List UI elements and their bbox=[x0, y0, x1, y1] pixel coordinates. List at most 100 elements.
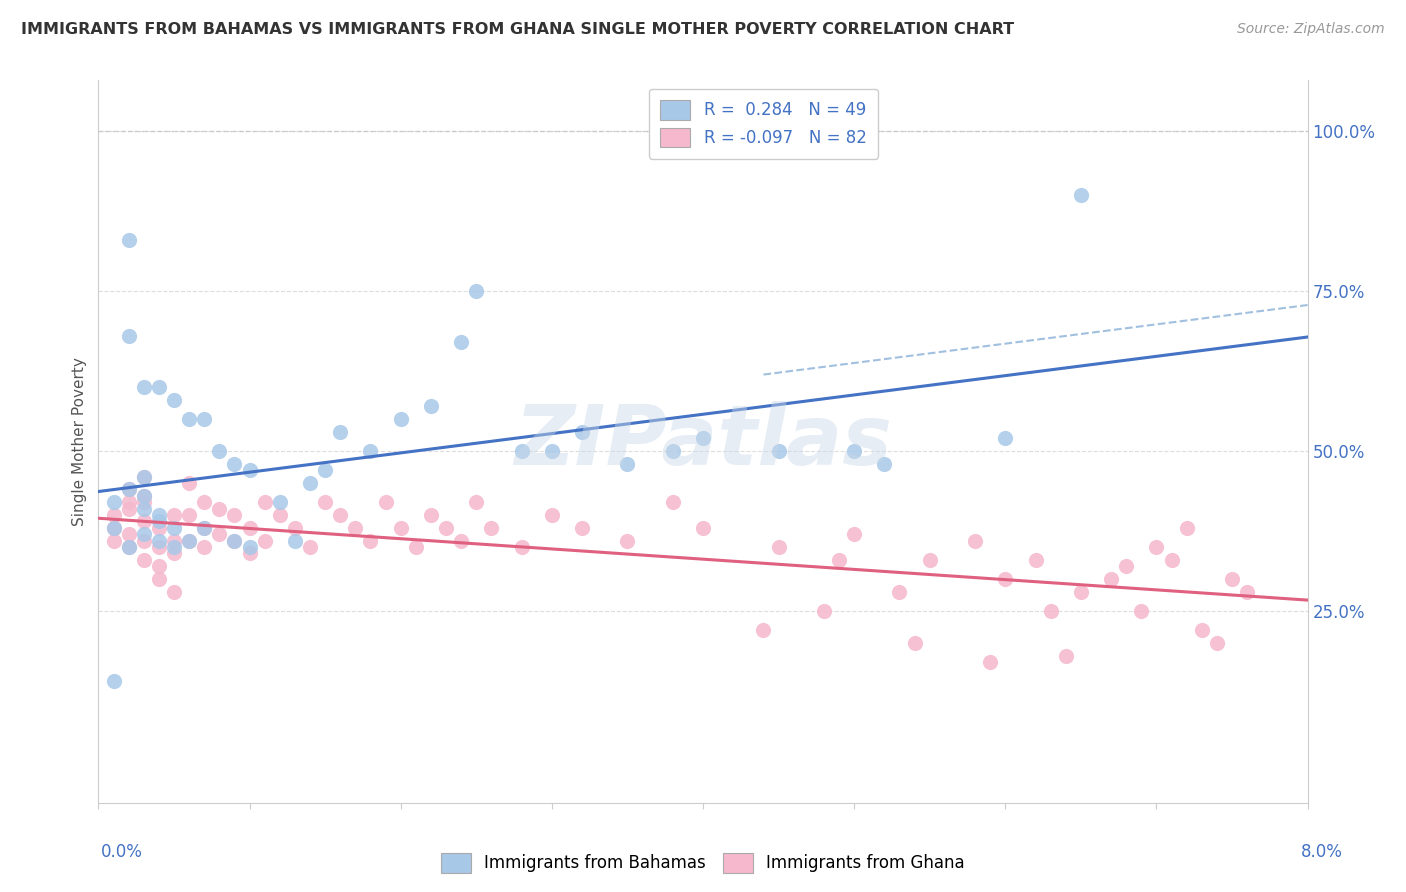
Point bbox=[420, 400, 443, 414]
Point bbox=[360, 533, 382, 548]
Point bbox=[193, 495, 215, 509]
Point bbox=[132, 515, 155, 529]
Point bbox=[918, 553, 941, 567]
Point bbox=[103, 533, 125, 548]
Point bbox=[224, 533, 246, 548]
Point bbox=[103, 508, 125, 522]
Point bbox=[239, 521, 262, 535]
Point bbox=[510, 444, 533, 458]
Point bbox=[148, 515, 170, 529]
Point bbox=[844, 527, 866, 541]
Point bbox=[132, 495, 155, 509]
Point bbox=[450, 335, 472, 350]
Point bbox=[284, 533, 307, 548]
Point bbox=[389, 412, 412, 426]
Point bbox=[103, 674, 125, 689]
Point bbox=[269, 508, 291, 522]
Point bbox=[692, 431, 714, 445]
Point bbox=[148, 533, 170, 548]
Point bbox=[239, 463, 262, 477]
Point bbox=[179, 476, 201, 491]
Text: 0.0%: 0.0% bbox=[101, 843, 143, 861]
Point bbox=[179, 508, 201, 522]
Point bbox=[540, 508, 562, 522]
Point bbox=[239, 546, 262, 560]
Point bbox=[163, 540, 186, 554]
Point bbox=[118, 495, 141, 509]
Point bbox=[118, 540, 141, 554]
Point bbox=[979, 655, 1001, 669]
Point bbox=[465, 495, 488, 509]
Point bbox=[208, 527, 231, 541]
Point bbox=[193, 521, 215, 535]
Point bbox=[103, 495, 125, 509]
Point bbox=[132, 489, 155, 503]
Point bbox=[132, 380, 155, 394]
Point bbox=[1160, 553, 1182, 567]
Point bbox=[661, 495, 683, 509]
Point bbox=[103, 521, 125, 535]
Point bbox=[1220, 572, 1243, 586]
Point bbox=[163, 584, 186, 599]
Point bbox=[1039, 604, 1062, 618]
Point bbox=[132, 469, 155, 483]
Point bbox=[253, 495, 276, 509]
Point bbox=[132, 469, 155, 483]
Point bbox=[179, 533, 201, 548]
Point bbox=[828, 553, 851, 567]
Point bbox=[616, 533, 638, 548]
Point bbox=[692, 521, 714, 535]
Point bbox=[450, 533, 472, 548]
Point bbox=[1130, 604, 1153, 618]
Point bbox=[224, 457, 246, 471]
Point bbox=[1054, 648, 1077, 663]
Point bbox=[889, 584, 911, 599]
Point bbox=[768, 444, 790, 458]
Legend: Immigrants from Bahamas, Immigrants from Ghana: Immigrants from Bahamas, Immigrants from… bbox=[434, 847, 972, 880]
Point bbox=[118, 540, 141, 554]
Point bbox=[132, 553, 155, 567]
Point bbox=[374, 495, 396, 509]
Text: IMMIGRANTS FROM BAHAMAS VS IMMIGRANTS FROM GHANA SINGLE MOTHER POVERTY CORRELATI: IMMIGRANTS FROM BAHAMAS VS IMMIGRANTS FR… bbox=[21, 22, 1014, 37]
Text: Source: ZipAtlas.com: Source: ZipAtlas.com bbox=[1237, 22, 1385, 37]
Point bbox=[132, 501, 155, 516]
Point bbox=[148, 521, 170, 535]
Point bbox=[540, 444, 562, 458]
Point bbox=[873, 457, 896, 471]
Point bbox=[420, 508, 443, 522]
Point bbox=[208, 501, 231, 516]
Point bbox=[1175, 521, 1198, 535]
Point bbox=[1206, 636, 1229, 650]
Point bbox=[510, 540, 533, 554]
Point bbox=[179, 412, 201, 426]
Text: 8.0%: 8.0% bbox=[1301, 843, 1343, 861]
Point bbox=[163, 392, 186, 407]
Point bbox=[314, 463, 336, 477]
Text: ZIPatlas: ZIPatlas bbox=[515, 401, 891, 482]
Point bbox=[132, 489, 155, 503]
Point bbox=[1025, 553, 1047, 567]
Point bbox=[389, 521, 412, 535]
Point bbox=[1070, 584, 1092, 599]
Y-axis label: Single Mother Poverty: Single Mother Poverty bbox=[72, 357, 87, 526]
Point bbox=[752, 623, 775, 637]
Point bbox=[1099, 572, 1122, 586]
Point bbox=[1236, 584, 1258, 599]
Point bbox=[1070, 188, 1092, 202]
Point bbox=[148, 559, 170, 574]
Point bbox=[132, 527, 155, 541]
Point bbox=[434, 521, 457, 535]
Point bbox=[179, 533, 201, 548]
Point bbox=[148, 508, 170, 522]
Point bbox=[571, 425, 593, 439]
Point bbox=[813, 604, 835, 618]
Point bbox=[465, 285, 488, 299]
Point bbox=[284, 521, 307, 535]
Point bbox=[844, 444, 866, 458]
Point bbox=[405, 540, 427, 554]
Point bbox=[571, 521, 593, 535]
Point bbox=[132, 533, 155, 548]
Legend: R =  0.284   N = 49, R = -0.097   N = 82: R = 0.284 N = 49, R = -0.097 N = 82 bbox=[648, 88, 879, 159]
Point bbox=[904, 636, 927, 650]
Point bbox=[224, 533, 246, 548]
